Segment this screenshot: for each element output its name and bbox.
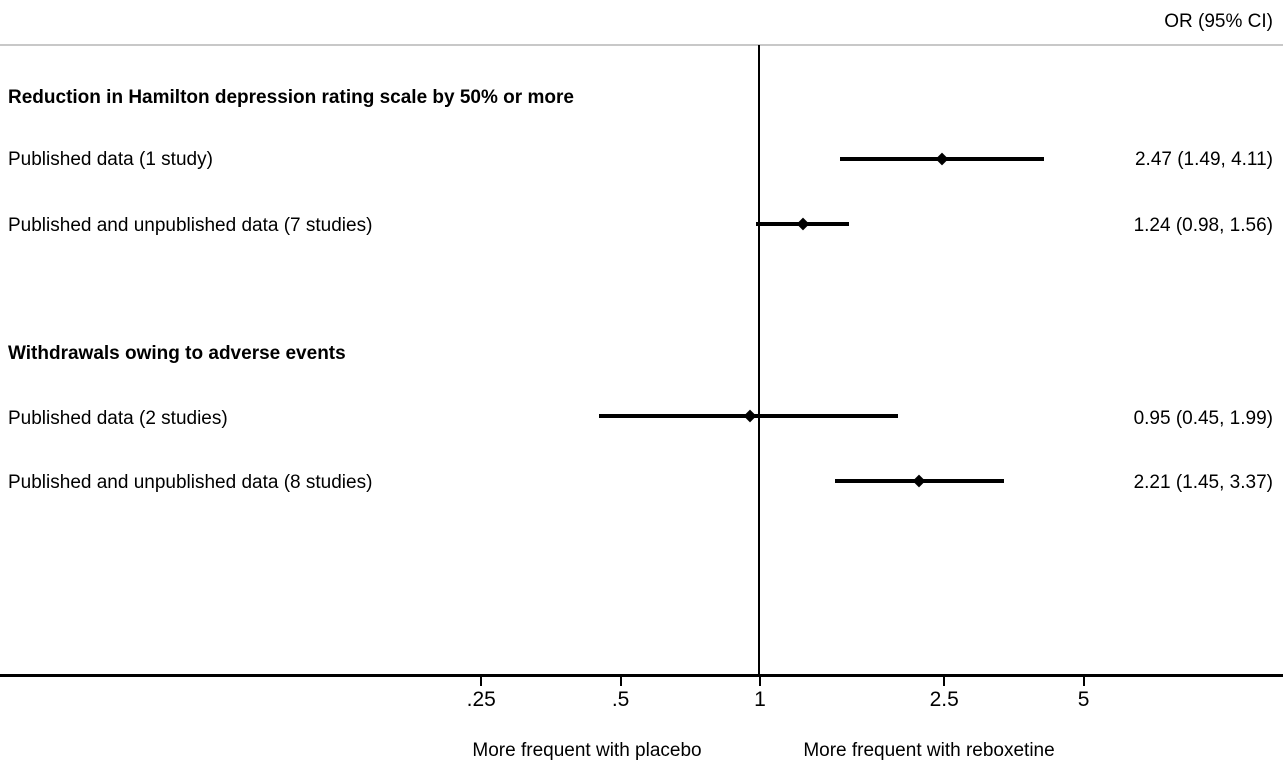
x-axis-line [0,674,1283,677]
header-divider [0,44,1283,46]
point-estimate-marker [743,409,757,422]
axis-tick-label: .5 [611,688,630,711]
effect-column-header: OR (95% CI) [1164,11,1273,32]
row-label: Published and unpublished data (7 studie… [8,215,373,236]
row-effect-value: 2.47 (1.49, 4.11) [1134,149,1273,170]
reference-line [758,45,760,675]
row-label: Published data (1 study) [8,149,213,170]
point-estimate-marker [913,474,926,487]
row-label: Published and unpublished data (8 studie… [8,472,373,493]
point-estimate-marker [935,152,949,166]
axis-right-direction-label: More frequent with reboxetine [803,740,1055,761]
axis-left-direction-label: More frequent with placebo [472,740,702,761]
row-effect-value: 0.95 (0.45, 1.99) [1133,408,1273,429]
axis-tick [619,677,622,686]
group-heading: Withdrawals owing to adverse events [8,343,346,364]
axis-tick-label: 2.5 [929,688,959,711]
axis-tick-label: .25 [466,688,496,711]
row-effect-value: 1.24 (0.98, 1.56) [1133,215,1273,236]
point-estimate-marker [796,217,810,231]
axis-tick [1082,677,1085,686]
axis-tick [943,677,946,686]
axis-tick [759,677,761,686]
axis-tick [480,677,483,686]
row-effect-value: 2.21 (1.45, 3.37) [1133,472,1273,493]
axis-tick-label: 1 [754,688,766,711]
row-label: Published data (2 studies) [8,408,228,429]
group-heading: Reduction in Hamilton depression rating … [8,87,574,108]
axis-tick-label: 5 [1077,688,1090,711]
